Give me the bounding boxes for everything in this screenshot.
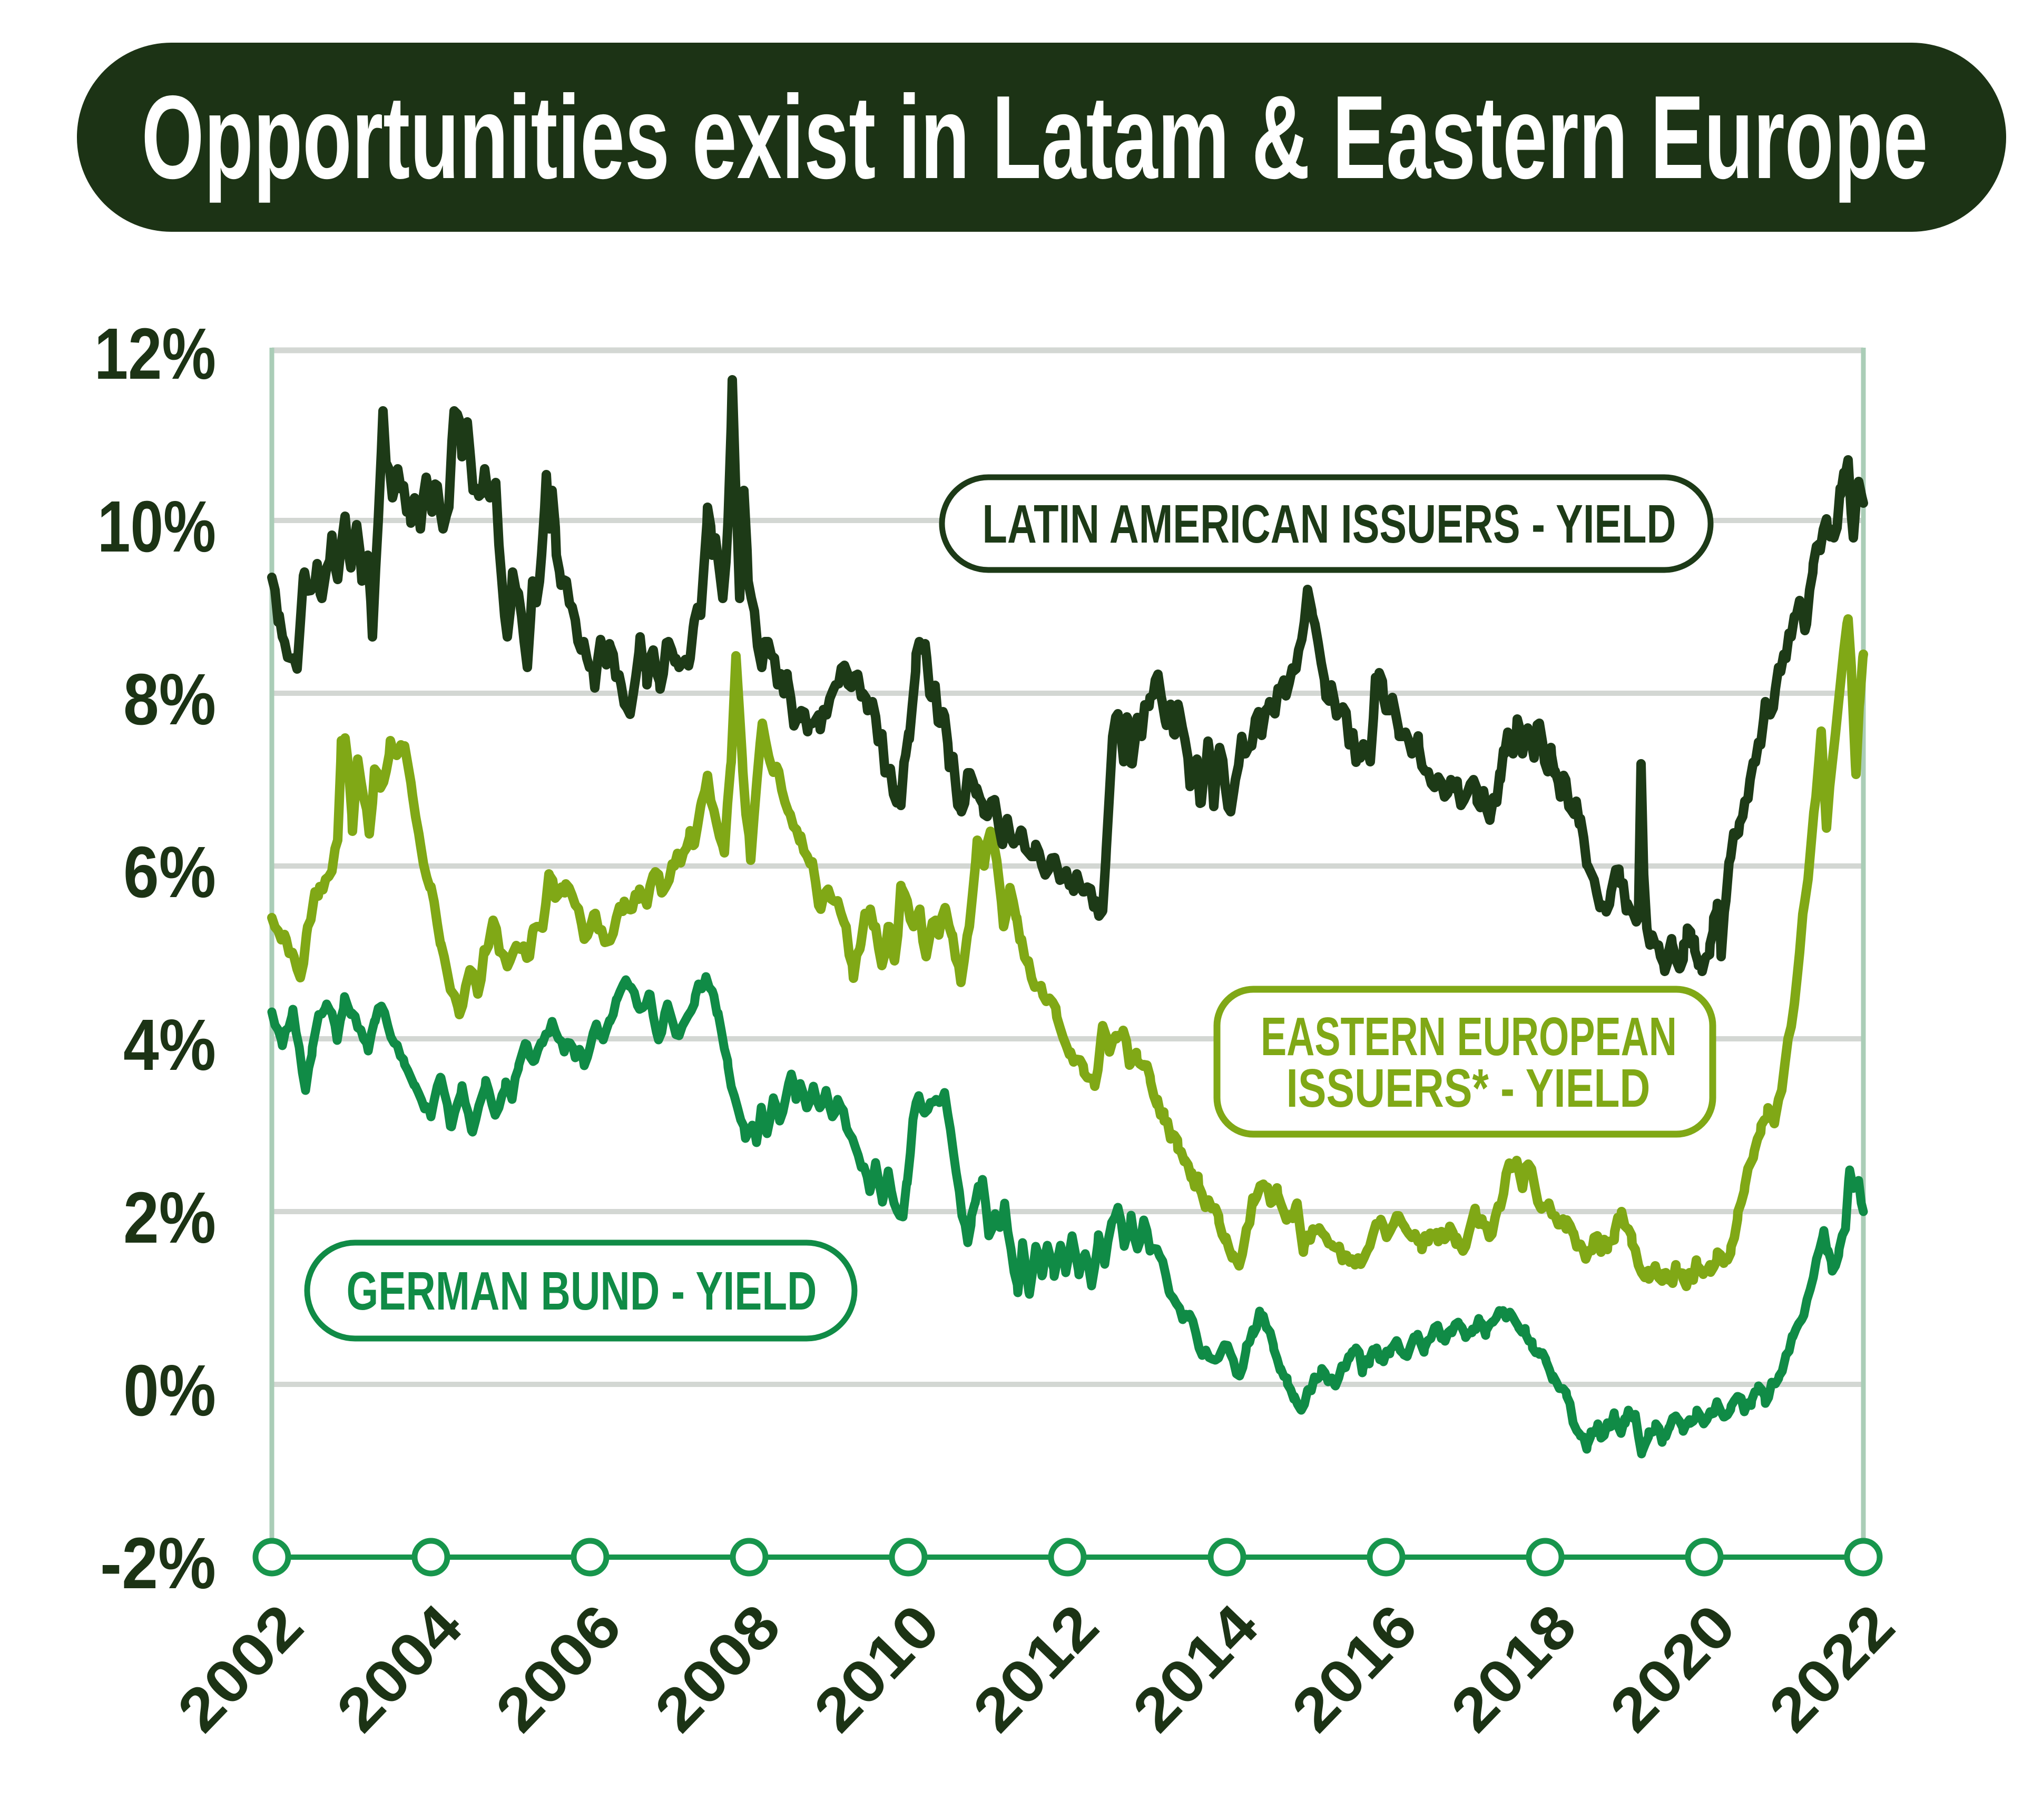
svg-text:-2%: -2%	[100, 1523, 216, 1604]
svg-text:4%: 4%	[123, 1005, 216, 1086]
svg-text:2%: 2%	[123, 1177, 216, 1258]
svg-text:GERMAN BUND - YIELD: GERMAN BUND - YIELD	[347, 1261, 817, 1321]
svg-text:EASTERN EUROPEAN: EASTERN EUROPEAN	[1261, 1006, 1677, 1067]
svg-text:12%: 12%	[94, 313, 216, 395]
svg-text:Opportunities exist in Latam &: Opportunities exist in Latam & Eastern E…	[142, 71, 1928, 203]
svg-text:0%: 0%	[123, 1350, 216, 1431]
svg-text:6%: 6%	[123, 832, 216, 913]
svg-text:ISSUERS* - YIELD: ISSUERS* - YIELD	[1287, 1058, 1651, 1118]
svg-text:LATIN AMERICAN ISSUERS - YIELD: LATIN AMERICAN ISSUERS - YIELD	[983, 494, 1676, 554]
svg-text:8%: 8%	[123, 659, 216, 740]
svg-text:10%: 10%	[97, 486, 216, 567]
